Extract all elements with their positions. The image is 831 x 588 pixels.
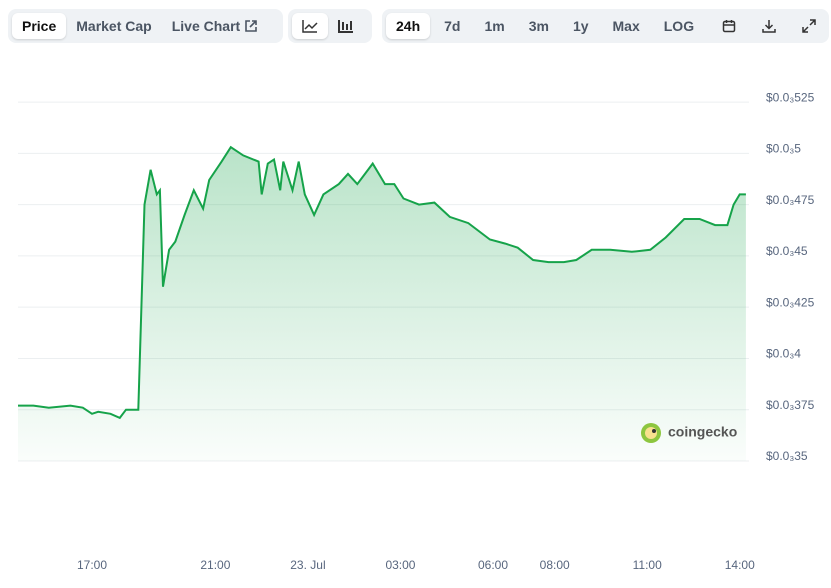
expand-icon bbox=[802, 19, 816, 33]
x-tick-label: 03:00 bbox=[385, 558, 415, 572]
download-icon bbox=[762, 20, 776, 33]
range[interactable]: 3m bbox=[528, 18, 549, 34]
tab[interactable]: Live Chart bbox=[162, 13, 268, 39]
range[interactable]: 1m bbox=[484, 18, 505, 34]
calendar-icon bbox=[722, 20, 736, 33]
y-tick-label: $0.0₃35 bbox=[766, 449, 808, 463]
price-line bbox=[18, 145, 746, 420]
x-tick-label: 17:00 bbox=[77, 558, 107, 572]
candle-icon bbox=[338, 20, 353, 33]
candle-icon-btn[interactable] bbox=[328, 13, 364, 39]
y-tick-label: $0.0₃375 bbox=[766, 398, 815, 412]
x-tick-label: 11:00 bbox=[633, 558, 662, 572]
watermark: coingecko bbox=[641, 423, 737, 443]
tab[interactable]: Price bbox=[12, 13, 67, 39]
range[interactable]: 24h bbox=[386, 13, 431, 39]
y-tick-label: $0.0₃525 bbox=[766, 90, 815, 104]
range[interactable]: Max bbox=[612, 18, 640, 34]
external-icon bbox=[245, 20, 257, 32]
tab-label: Live Chart bbox=[171, 18, 241, 34]
x-tick-label: 06:00 bbox=[478, 558, 508, 572]
y-tick-label: $0.0₃45 bbox=[766, 244, 808, 258]
range-bar: 24h 7d 1m 3m 1y Max LOG bbox=[382, 9, 829, 43]
calendar-btn[interactable] bbox=[712, 13, 746, 39]
x-tick-label: 14:00 bbox=[725, 558, 755, 572]
x-tick-label: 21:00 bbox=[200, 558, 230, 572]
fullscreen-btn[interactable] bbox=[792, 13, 826, 39]
y-tick-label: $0.0₃475 bbox=[766, 193, 815, 207]
y-tick-label: $0.0₃5 bbox=[766, 142, 801, 156]
x-tick-label: 23. Jul bbox=[290, 558, 325, 572]
y-tick-label: $0.0₃425 bbox=[766, 295, 815, 309]
range[interactable]: 7d bbox=[444, 18, 461, 34]
tab-bar: Price Market Cap Live Chart bbox=[8, 9, 283, 43]
watermark-text: coingecko bbox=[668, 424, 737, 440]
line-icon bbox=[302, 20, 318, 33]
download-btn[interactable] bbox=[752, 13, 786, 39]
tab[interactable]: Market Cap bbox=[76, 18, 152, 34]
line-icon-btn[interactable] bbox=[292, 13, 328, 39]
y-tick-label: $0.0₃4 bbox=[766, 347, 801, 361]
area bbox=[18, 147, 746, 461]
range[interactable]: 1y bbox=[572, 18, 589, 34]
range[interactable]: LOG bbox=[663, 18, 695, 34]
chart-type-bar bbox=[288, 9, 372, 43]
x-tick-label: 08:00 bbox=[540, 558, 570, 572]
